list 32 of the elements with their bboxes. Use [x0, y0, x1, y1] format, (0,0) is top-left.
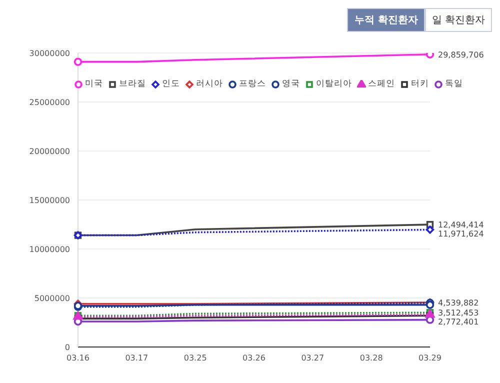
data-label: 12,494,414	[438, 220, 484, 230]
y-tick-label: 15000000	[29, 196, 70, 205]
x-tick-label: 03.17	[125, 354, 148, 363]
legend-label: 러시아	[195, 78, 223, 90]
legend-label: 프랑스	[238, 78, 266, 90]
x-tick-label: 03.16	[66, 354, 90, 363]
x-tick-label: 03.29	[418, 354, 442, 363]
text: 일 확진환자	[424, 8, 492, 32]
y-tick-label: 25000000	[29, 98, 70, 107]
y-tick-label: 10000000	[29, 244, 70, 254]
x-tick-label: 03.25	[184, 354, 207, 363]
x-tick-label: 03.27	[301, 354, 324, 363]
data-label: 29,859,706	[438, 50, 484, 60]
data-label: 2,772,401	[438, 318, 479, 327]
y-tick-label: 30000000	[29, 48, 70, 58]
legend-label: 이탈리아	[315, 78, 352, 90]
legend-label: 스페인	[367, 78, 395, 90]
data-label: 11,971,624	[438, 230, 484, 239]
legend-label: 영국	[281, 78, 300, 90]
legend-label: 터키	[410, 78, 429, 90]
legend-label: 브라질	[118, 78, 146, 90]
y-tick-label: 20000000	[29, 146, 70, 156]
legend-label: 미국	[84, 78, 103, 90]
y-tick-label: 0	[64, 342, 70, 352]
x-tick-label: 03.28	[360, 354, 383, 363]
x-tick-label: 03.26	[242, 354, 266, 363]
text: 누적 확진환자	[347, 8, 425, 32]
data-label: 3,512,453	[438, 308, 479, 318]
y-tick-label: 5000000	[34, 294, 70, 303]
data-label: 4,539,882	[438, 298, 479, 308]
legend-label: 독일	[444, 78, 463, 90]
legend-label: 인도	[161, 78, 180, 90]
